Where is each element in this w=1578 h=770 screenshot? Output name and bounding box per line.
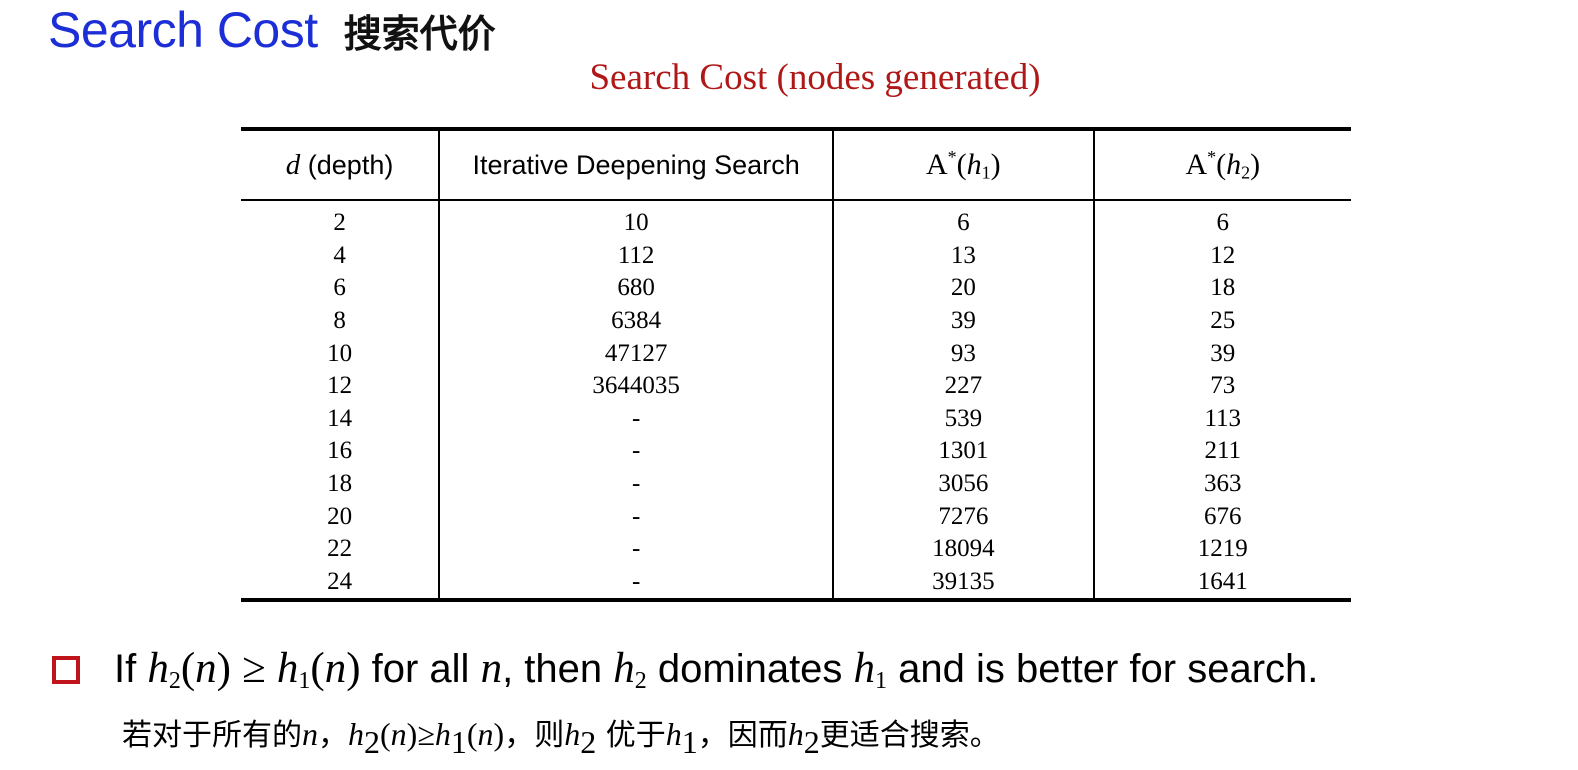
ids-cell: - [438, 565, 834, 601]
depth-cell: 22 [327, 535, 353, 563]
depth-cell: 8 [333, 307, 346, 335]
table-row: 18 -3056 363 [241, 467, 1351, 501]
astar-h2-cell: 211 [1092, 435, 1351, 468]
dominance-statement-chinese: 若对于所有的n，h2(n)≥h1(n)，则h2 优于h1，因而h2更适合搜索。 [122, 716, 1000, 760]
astar-h1-cell: 3056 [832, 467, 1094, 501]
search-cost-table: d (depth) Iterative Deepening Search A*(… [241, 127, 1351, 603]
table-row: 20 -7276 676 [241, 500, 1351, 533]
table-body: 2 10 6 6 4 112 13 12 6 680 20 18 8 6384 39 25 10 47127 93 3… [241, 200, 1351, 601]
slide-title-english: Search Cost [48, 2, 318, 58]
table-caption: Search Cost (nodes generated) [589, 57, 1041, 98]
table-row: 14 -539 113 [241, 402, 1351, 436]
header-astar-h2: A*(h2) [1092, 129, 1351, 201]
astar-h2-cell: 1641 [1092, 565, 1351, 601]
checkbox-bullet-icon [52, 655, 80, 684]
header-ids: Iterative Deepening Search [438, 129, 834, 201]
astar-h1-cell: 20 [832, 272, 1094, 305]
table-header-row: d (depth) Iterative Deepening Search A*(… [241, 129, 1351, 201]
astar-h2-cell: 73 [1092, 369, 1351, 403]
astar-h1-cell: 39 [832, 304, 1094, 338]
astar-h1-cell: 227 [832, 369, 1094, 403]
table-row: 24 -39135 1641 [241, 565, 1351, 601]
depth-cell: 12 [327, 372, 353, 400]
depth-cell: 2 [333, 209, 346, 237]
astar-h2-cell: 113 [1092, 402, 1351, 436]
astar-h1-cell: 39135 [832, 565, 1094, 601]
table-row: 4 112 13 12 [241, 239, 1351, 273]
astar-h1-cell: 6 [832, 200, 1094, 240]
astar-h1-cell: 13 [832, 239, 1094, 273]
dominance-statement: If h2(n) ≥ h1(n) for all n, then h2 domi… [52, 644, 1318, 695]
depth-cell: 4 [333, 241, 346, 269]
ids-cell: - [438, 402, 834, 436]
ids-cell: 3644035 [438, 369, 834, 403]
depth-cell: 14 [327, 404, 353, 432]
astar-h2-cell: 676 [1092, 500, 1351, 533]
ids-cell: 10 [438, 200, 834, 240]
depth-cell: 10 [327, 339, 353, 367]
astar-h2-cell: 1219 [1092, 532, 1351, 566]
ids-cell: 112 [438, 239, 834, 273]
astar-h2-cell: 12 [1092, 239, 1351, 273]
table-row: 22 -18094 1219 [241, 532, 1351, 566]
ids-cell: - [438, 500, 834, 533]
astar-h1-cell: 539 [832, 402, 1094, 436]
astar-h1-cell: 7276 [832, 500, 1094, 533]
depth-cell: 16 [327, 437, 353, 465]
table-row: 2 10 6 6 [241, 200, 1351, 240]
ids-cell: - [438, 532, 834, 566]
ids-cell: 6384 [438, 304, 834, 338]
table-row: 12 3644035 227 73 [241, 369, 1351, 403]
table-row: 10 47127 93 39 [241, 337, 1351, 370]
depth-cell: 6 [333, 274, 346, 302]
astar-h2-cell: 39 [1092, 337, 1351, 370]
depth-cell: 18 [327, 470, 353, 498]
header-astar-h1: A*(h1) [832, 129, 1094, 201]
depth-cell: 20 [327, 502, 353, 530]
dominance-text: If h2(n) ≥ h1(n) for all n, then h2 domi… [114, 645, 1319, 694]
astar-h2-cell: 6 [1092, 200, 1351, 240]
header-depth: d (depth) [241, 129, 440, 201]
astar-h1-cell: 18094 [832, 532, 1094, 566]
astar-h1-cell: 93 [832, 337, 1094, 370]
ids-cell: - [438, 435, 834, 468]
table-row: 16 -1301 211 [241, 435, 1351, 468]
astar-h2-cell: 18 [1092, 272, 1351, 305]
depth-cell: 24 [327, 567, 353, 595]
ids-cell: - [438, 467, 834, 501]
astar-h2-cell: 25 [1092, 304, 1351, 338]
slide-title: Search Cost 搜索代价 [48, 0, 496, 60]
ids-cell: 47127 [438, 337, 834, 370]
table-row: 8 6384 39 25 [241, 304, 1351, 338]
astar-h1-cell: 1301 [832, 435, 1094, 468]
slide-title-chinese: 搜索代价 [343, 12, 496, 56]
table-row: 6 680 20 18 [241, 272, 1351, 305]
ids-cell: 680 [438, 272, 834, 305]
astar-h2-cell: 363 [1092, 467, 1351, 501]
